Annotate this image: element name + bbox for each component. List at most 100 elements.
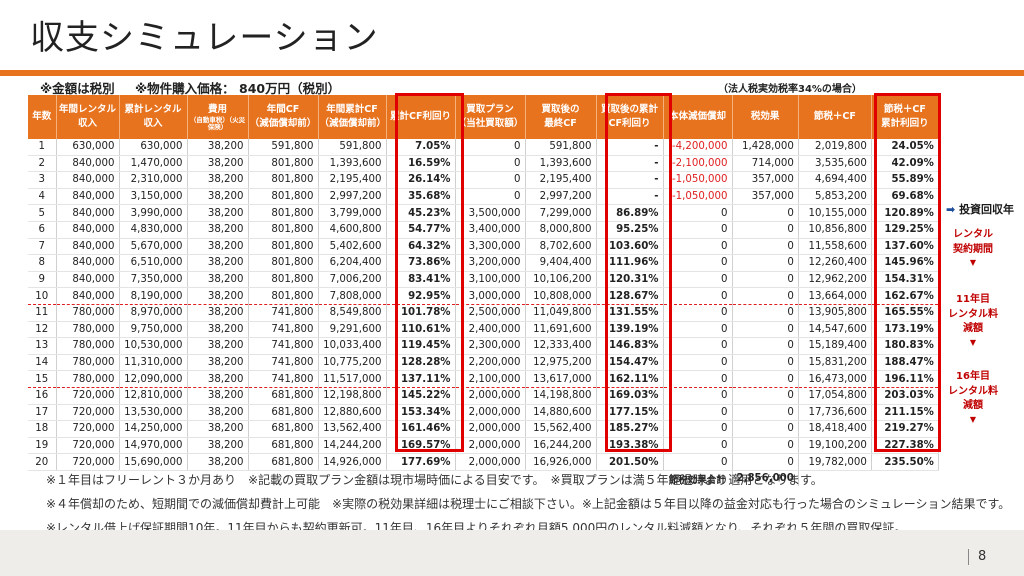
- table-row: 13 780,000 10,530,000 38,200 741,800 10,033,4…: [28, 337, 939, 355]
- table-cell: 0: [663, 420, 733, 438]
- table-cell: 8,000,800: [525, 221, 597, 239]
- table-cell: -: [596, 155, 664, 173]
- table-cell: 1,393,600: [525, 155, 597, 173]
- table-cell: 10,155,000: [798, 204, 872, 222]
- table-cell: 840,000: [56, 171, 120, 189]
- note-line-2: ※４年償却のため、短期間での減価償却費計上可能 ※実際の税効果詳細は税理士にご相…: [46, 497, 1011, 511]
- table-cell: 83.41%: [386, 271, 456, 289]
- table-cell: 38,200: [187, 437, 249, 455]
- table-cell: 681,800: [248, 453, 319, 471]
- table-cell: 24.05%: [871, 139, 939, 156]
- table-cell: 5,402,600: [318, 238, 387, 256]
- table-cell: 0: [732, 221, 799, 239]
- table-header: 年数 年間レンタル 収入 累計レンタル 収入 費用 （自動車税）（火災保険） 年間CF （減価償…: [28, 95, 939, 139]
- table-cell: 2,100,000: [455, 370, 526, 388]
- column-header-sublabel: 収入: [143, 118, 163, 129]
- table-cell: 0: [663, 453, 733, 471]
- table-cell: -: [596, 188, 664, 206]
- table-cell: -4,200,000: [663, 139, 733, 156]
- column-header: 費用 （自動車税）（火災保険）: [187, 95, 249, 139]
- table-cell: 12,198,800: [318, 387, 387, 405]
- table-cell: 154.47%: [596, 354, 664, 372]
- table-cell: 161.46%: [386, 420, 456, 438]
- table-cell: 9,404,400: [525, 254, 597, 272]
- year16-line2: レンタル料: [948, 385, 998, 397]
- table-cell: 0: [663, 370, 733, 388]
- table-cell: 7.05%: [386, 139, 456, 156]
- table-cell: 95.25%: [596, 221, 664, 239]
- table-cell: 3,300,000: [455, 238, 526, 256]
- table-cell: 128.67%: [596, 287, 664, 305]
- table-cell: 2: [28, 155, 57, 173]
- column-header-label: 買取後の累計: [600, 103, 658, 115]
- table-cell: 2,195,400: [318, 171, 387, 189]
- title-underline: [0, 70, 1024, 76]
- table-cell: 9: [28, 271, 57, 289]
- table-cell: 201.50%: [596, 453, 664, 471]
- table-cell: 714,000: [732, 155, 799, 173]
- table-cell: 720,000: [56, 404, 120, 422]
- table-row: 3 840,000 2,310,000 38,200 801,800 2,195,400 2…: [28, 171, 939, 189]
- table-row: 4 840,000 3,150,000 38,200 801,800 2,997,200 3…: [28, 188, 939, 206]
- table-cell: 0: [663, 304, 733, 322]
- table-cell: 86.89%: [596, 204, 664, 222]
- table-cell: 801,800: [248, 155, 319, 173]
- table-cell: 9,750,000: [119, 321, 188, 339]
- table-cell: 128.28%: [386, 354, 456, 372]
- table-cell: 38,200: [187, 387, 249, 405]
- table-cell: 357,000: [732, 188, 799, 206]
- column-header: 買取プラン （当社買取額）: [455, 95, 526, 139]
- year11-reduction-label: 11年目 レンタル料 減額 ▼: [940, 293, 1006, 348]
- table-cell: 591,800: [318, 139, 387, 156]
- table-cell: 0: [732, 287, 799, 305]
- table-cell: 69.68%: [871, 188, 939, 206]
- tax-cf-yield-highlight: [874, 93, 941, 452]
- table-cell: 64.32%: [386, 238, 456, 256]
- table-row: 2 840,000 1,470,000 38,200 801,800 1,393,600 1…: [28, 155, 939, 173]
- table-cell: 0: [732, 387, 799, 405]
- table-cell: 18: [28, 420, 57, 438]
- table-cell: 38,200: [187, 420, 249, 438]
- year11-line2: レンタル料: [948, 308, 998, 320]
- table-cell: 8,190,000: [119, 287, 188, 305]
- table-row: 20 720,000 15,690,000 38,200 681,800 14,926,0…: [28, 453, 939, 471]
- table-cell: 162.67%: [871, 287, 939, 305]
- table-row: 18 720,000 14,250,000 38,200 681,800 13,562,4…: [28, 420, 939, 438]
- table-cell: 630,000: [56, 139, 120, 156]
- column-header-label: 節税＋CF: [883, 103, 926, 115]
- table-cell: 0: [732, 370, 799, 388]
- table-cell: 681,800: [248, 420, 319, 438]
- table-row: 6 840,000 4,830,000 38,200 801,800 4,600,800 5…: [28, 221, 939, 239]
- table-cell: 780,000: [56, 321, 120, 339]
- table-cell: 720,000: [56, 453, 120, 471]
- table-cell: 7,299,000: [525, 204, 597, 222]
- table-cell: 15,690,000: [119, 453, 188, 471]
- table-cell: 13: [28, 337, 57, 355]
- table-cell: 801,800: [248, 221, 319, 239]
- table-cell: 101.78%: [386, 304, 456, 322]
- column-header: 節税＋CF: [798, 95, 872, 139]
- table-cell: 0: [732, 254, 799, 272]
- table-cell: 219.27%: [871, 420, 939, 438]
- table-cell: 110.61%: [386, 321, 456, 339]
- table-cell: 0: [732, 304, 799, 322]
- table-cell: 38,200: [187, 337, 249, 355]
- table-cell: 10,106,200: [525, 271, 597, 289]
- table-cell: 12,333,400: [525, 337, 597, 355]
- table-cell: 357,000: [732, 171, 799, 189]
- year11-line3: 減額: [963, 323, 983, 334]
- table-cell: 681,800: [248, 387, 319, 405]
- column-header-sublabel: CF利回り: [608, 118, 651, 129]
- table-cell: 0: [732, 321, 799, 339]
- table-cell: 16,926,000: [525, 453, 597, 471]
- table-cell: 12,975,200: [525, 354, 597, 372]
- table-cell: 15,562,400: [525, 420, 597, 438]
- table-cell: 10,808,000: [525, 287, 597, 305]
- table-cell: 103.60%: [596, 238, 664, 256]
- table-cell: 591,800: [525, 139, 597, 156]
- table-cell: 11: [28, 304, 57, 322]
- table-cell: 840,000: [56, 221, 120, 239]
- table-cell: 840,000: [56, 254, 120, 272]
- table-cell: 0: [663, 387, 733, 405]
- table-cell: 0: [732, 404, 799, 422]
